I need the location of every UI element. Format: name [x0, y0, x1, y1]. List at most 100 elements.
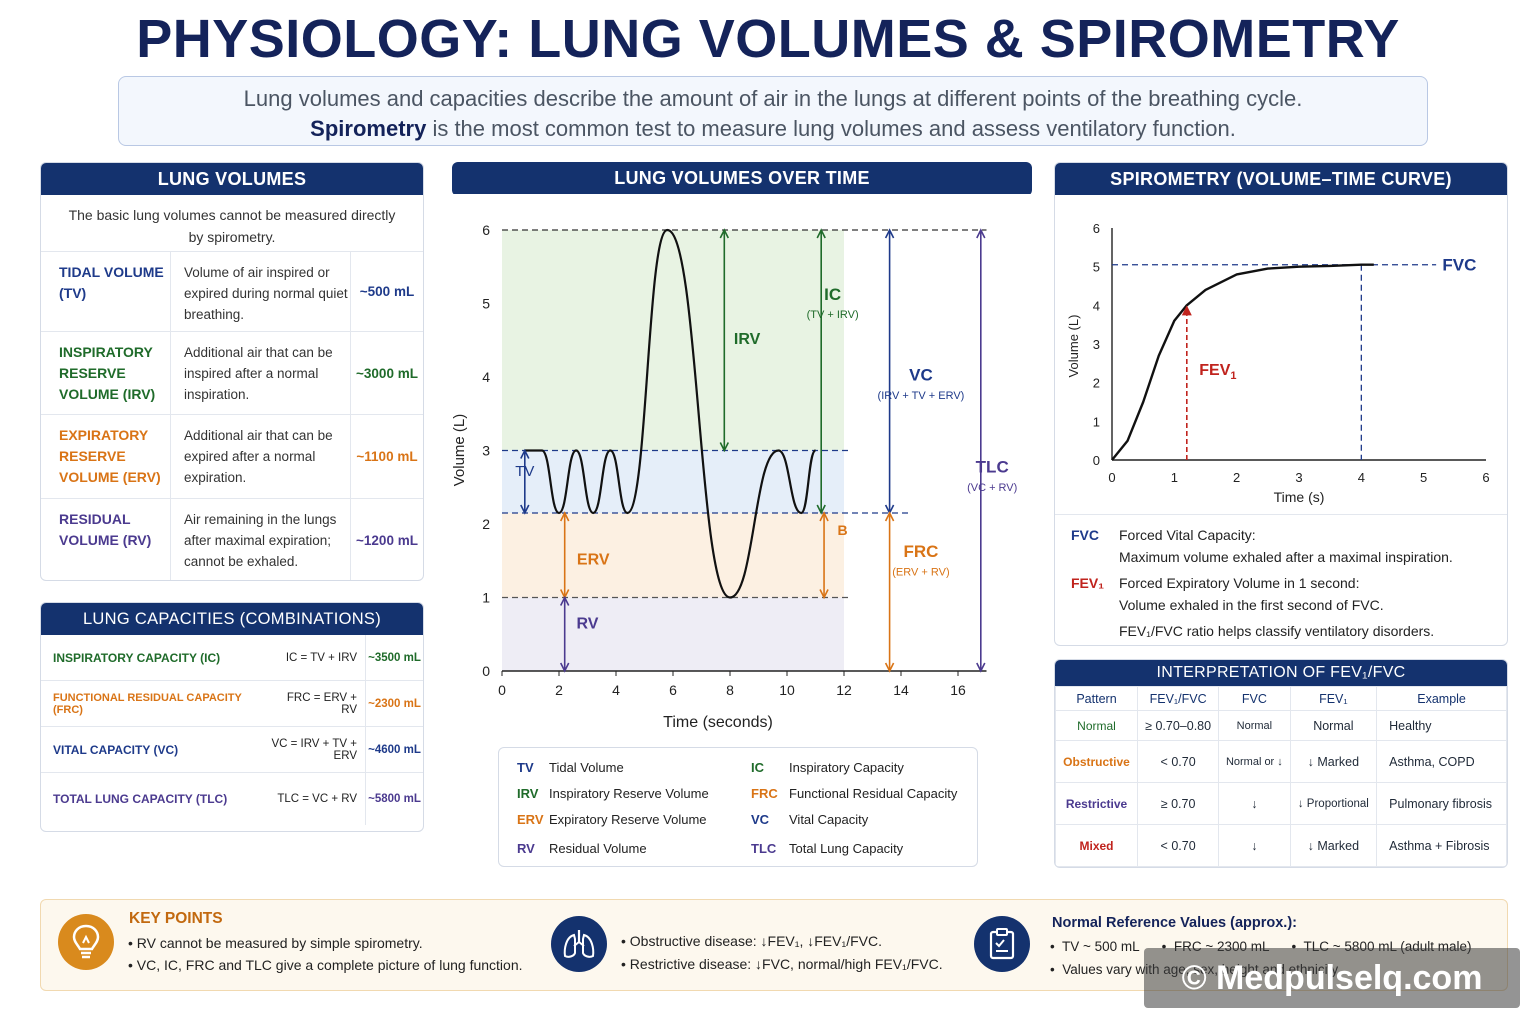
intro-box: Lung volumes and capacities describe the… — [118, 76, 1428, 146]
capacity-formula: IC = TV + IRV — [285, 651, 357, 664]
capacity-row: VITAL CAPACITY (VC) VC = IRV + TV + ERV ~4… — [41, 727, 423, 773]
irv-region — [502, 230, 844, 451]
fev1-label: FEV1 — [1199, 362, 1236, 382]
lung-volume-row: EXPIRATORY RESERVE VOLUME (ERV) Additiona… — [41, 415, 423, 499]
legend-text: Inspiratory Reserve Volume — [549, 786, 709, 801]
interp-example: Asthma + Fibrosis — [1376, 824, 1507, 867]
capacity-formula: VC = IRV + TV + ERV — [271, 737, 357, 762]
reference-title: Normal Reference Values (approx.): — [1052, 915, 1297, 931]
legend-abbr: RV — [517, 841, 535, 856]
interp-ratio: < 0.70 — [1136, 824, 1220, 867]
interpretation-table: Pattern FEV₁/FVC FVC FEV₁ Example Normal ≥ 0.7… — [1055, 686, 1507, 867]
fvc-label: FVC — [1442, 256, 1476, 275]
capacity-row: FUNCTIONAL RESIDUAL CAPACITY (FRC) FRC = … — [41, 681, 423, 727]
frc-label: FRC — [903, 542, 938, 561]
tlc-label: TLC — [976, 458, 1009, 477]
volumes-chart-panel: LUNG VOLUMES OVER TIME — [452, 162, 1032, 196]
lung-volume-row: TIDAL VOLUME (TV) Volume of air inspired … — [41, 252, 423, 332]
x-tick-label: 8 — [726, 682, 734, 698]
rv-label: RV — [577, 615, 599, 632]
spiro-x-tick-label: 2 — [1233, 470, 1240, 485]
lung-volume-name: TIDAL VOLUME (TV) — [41, 252, 171, 331]
legend-text: Expiratory Reserve Volume — [549, 812, 707, 827]
lung-capacities-panel: LUNG CAPACITIES (COMBINATIONS) INSPIRATO… — [40, 602, 424, 832]
intro-line1: Lung volumes and capacities describe the… — [243, 86, 1303, 111]
spiro-x-tick-label: 5 — [1420, 470, 1427, 485]
x-tick-label: 14 — [893, 682, 909, 698]
interp-row: Restrictive ≥ 0.70 ↓ ↓ Proportional Pulmonar… — [1055, 782, 1507, 825]
lung-volume-name: EXPIRATORY RESERVE VOLUME (ERV) — [41, 415, 171, 498]
breathing-curve — [524, 228, 817, 599]
legend-abbr: IC — [751, 760, 764, 775]
lung-volume-desc: Additional air that can be inspired afte… — [171, 332, 351, 414]
irv-label: IRV — [734, 331, 761, 348]
legend-abbr: TLC — [751, 841, 777, 856]
legend-item: VC Vital Capacity — [751, 812, 868, 827]
interp-fev1: ↓ Marked — [1289, 740, 1378, 783]
x-tick-label: 2 — [555, 682, 563, 698]
spiro-x-tick-label: 0 — [1108, 470, 1115, 485]
legend-abbr: FRC — [751, 786, 778, 801]
interp-fev1: ↓ Proportional — [1289, 782, 1378, 825]
x-tick-label: 12 — [836, 682, 852, 698]
interp-fvc: Normal or ↓ — [1218, 740, 1291, 783]
lung-volume-value: ~500 mL — [359, 284, 415, 299]
spiro-y-tick-label: 1 — [1093, 414, 1100, 429]
intro-spirometry-bold: Spirometry — [310, 116, 427, 141]
interp-ratio: < 0.70 — [1136, 740, 1220, 783]
interp-col-header: Example — [1376, 686, 1507, 711]
spiro-x-tick-label: 1 — [1171, 470, 1178, 485]
interp-example: Asthma, COPD — [1376, 740, 1507, 783]
capacity-value: ~5800 mL — [365, 773, 423, 825]
lung-volumes-panel: LUNG VOLUMES The basic lung volumes cann… — [40, 162, 424, 581]
intro-line2: Spirometry is the most common test to me… — [119, 114, 1427, 144]
vc-label: VC — [909, 366, 933, 385]
capacity-value: ~2300 mL — [365, 681, 423, 726]
key-point-1: • RV cannot be measured by simple spirom… — [128, 935, 423, 951]
interp-fev1: ↓ Marked — [1289, 824, 1378, 867]
x-tick-label: 0 — [498, 682, 506, 698]
interp-col-header: FEV₁ — [1289, 686, 1378, 711]
legend-item: IRV Inspiratory Reserve Volume — [517, 786, 709, 801]
erv-region — [502, 512, 844, 598]
lung-capacities-header: LUNG CAPACITIES (COMBINATIONS) — [41, 603, 423, 635]
legend-text: Inspiratory Capacity — [789, 760, 904, 775]
legend-abbr: VC — [751, 812, 770, 827]
volumes-chart-header: LUNG VOLUMES OVER TIME — [452, 162, 1032, 194]
lung-capacities-rows: INSPIRATORY CAPACITY (IC) IC = TV + IRV ~3… — [41, 635, 423, 825]
spiro-y-tick-label: 5 — [1093, 260, 1100, 275]
watermark: © Medpulselq.com — [1144, 948, 1520, 1008]
spirometry-curve — [1111, 263, 1374, 461]
interp-ratio: ≥ 0.70–0.80 — [1136, 710, 1220, 741]
spiro-x-axis-label: Time (s) — [1274, 489, 1325, 505]
x-tick-label: 16 — [950, 682, 966, 698]
fev1-note-abbr: FEV₁ — [1071, 575, 1105, 591]
spiro-x-tick-label: 4 — [1358, 470, 1365, 485]
interp-pattern: Normal — [1055, 710, 1138, 741]
lung-volume-value: ~1100 mL — [356, 449, 418, 464]
tv-region — [502, 450, 844, 513]
lightbulb-icon — [58, 914, 114, 970]
vc-sub-label: (IRV + TV + ERV) — [878, 390, 965, 402]
legend-item: RV Residual Volume — [517, 841, 647, 856]
capacity-name: VITAL CAPACITY (VC) — [53, 742, 179, 757]
interpretation-header: INTERPRETATION OF FEV₁/FVC — [1055, 660, 1507, 686]
tlc-arrow — [976, 228, 986, 673]
capacity-row: TOTAL LUNG CAPACITY (TLC) TLC = VC + RV ~5… — [41, 773, 423, 825]
capacity-name: INSPIRATORY CAPACITY (IC) — [53, 650, 221, 665]
tlc-sub-label: (VC + RV) — [967, 482, 1017, 494]
page-title: PHYSIOLOGY: LUNG VOLUMES & SPIROMETRY — [136, 9, 1400, 69]
interp-row: Mixed < 0.70 ↓ ↓ Marked Asthma + Fibrosis — [1055, 824, 1507, 867]
legend-item: TLC Total Lung Capacity — [751, 841, 903, 856]
tv-arrow — [520, 448, 530, 515]
lung-volumes-rows: TIDAL VOLUME (TV) Volume of air inspired … — [41, 252, 423, 580]
b-arrow — [819, 511, 829, 600]
intro-line2-rest: is the most common test to measure lung … — [426, 116, 1236, 141]
y-tick-label: 4 — [482, 369, 490, 385]
interp-example: Pulmonary fibrosis — [1376, 782, 1507, 825]
x-tick-label: 10 — [779, 682, 795, 698]
vc-arrow — [884, 228, 895, 515]
erv-label: ERV — [577, 551, 610, 568]
interp-fvc: Normal — [1218, 710, 1291, 741]
